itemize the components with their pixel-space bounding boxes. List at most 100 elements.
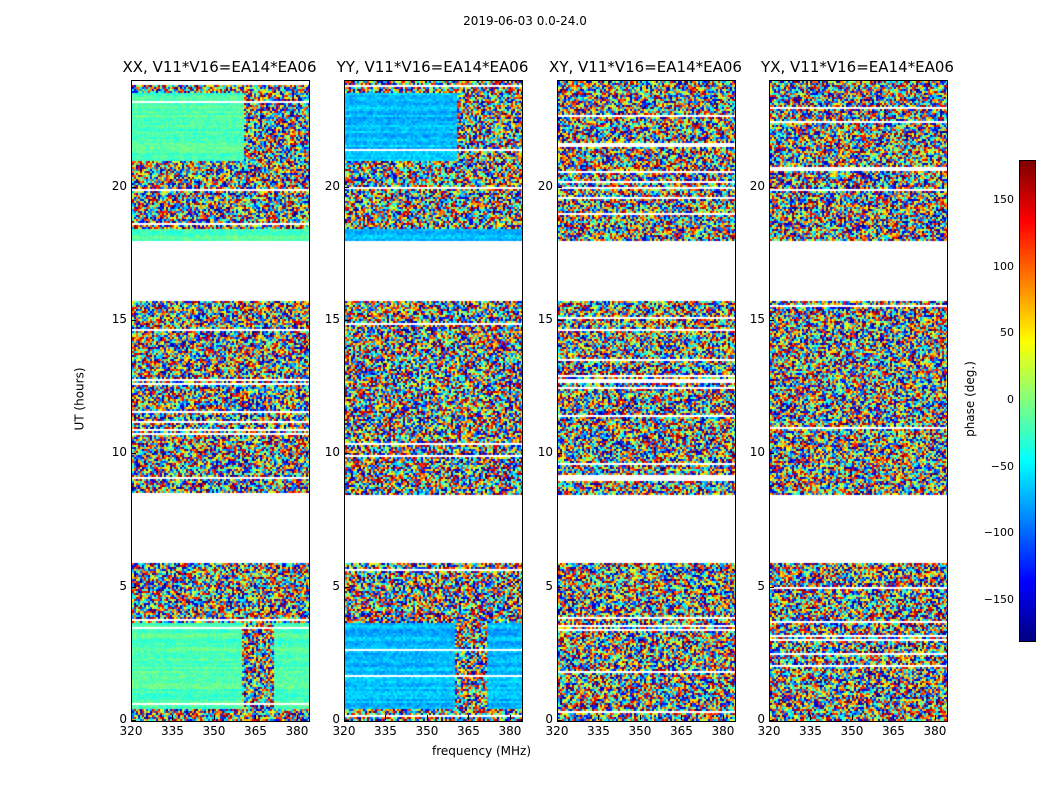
- x-tick-mark: [255, 715, 257, 720]
- phase-heatmap-xx: [132, 81, 309, 721]
- colorbar-tick-label: −100: [983, 526, 1014, 540]
- colorbar-canvas: [1020, 161, 1035, 641]
- y-tick-mark: [344, 453, 349, 455]
- x-tick-label: 380: [498, 724, 522, 738]
- y-tick-label: 15: [111, 312, 127, 326]
- y-tick-label: 10: [749, 445, 765, 460]
- x-tick-label: 320: [757, 724, 781, 738]
- y-tick-mark: [344, 720, 349, 721]
- x-tick-mark: [509, 715, 511, 720]
- x-tick-mark: [213, 715, 215, 720]
- panel-title-yy: YY, V11*V16=EA14*EA06: [336, 58, 529, 76]
- y-tick-label: 5: [757, 578, 765, 593]
- y-tick-label: 10: [324, 445, 340, 460]
- x-tick-label: 320: [545, 724, 569, 738]
- colorbar-tick-label: 100: [993, 259, 1014, 273]
- plot-panel-xx: [131, 80, 310, 722]
- x-tick-label: 380: [923, 724, 947, 738]
- y-tick-label: 15: [749, 312, 765, 326]
- phase-heatmap-yx: [770, 81, 947, 721]
- x-tick-label: 365: [670, 724, 693, 738]
- y-tick-mark: [557, 320, 562, 321]
- y-tick-label: 5: [332, 578, 340, 593]
- y-tick-mark: [557, 720, 562, 721]
- y-tick-label: 0: [119, 712, 127, 726]
- x-tick-label: 335: [799, 724, 822, 738]
- x-tick-mark: [722, 715, 724, 720]
- y-tick-label: 10: [111, 445, 127, 460]
- y-tick-mark: [131, 720, 136, 721]
- y-tick-mark: [769, 320, 774, 321]
- y-tick-mark: [131, 586, 136, 588]
- colorbar-tick-label: 50: [1000, 326, 1014, 340]
- y-tick-label: 20: [111, 178, 127, 193]
- x-tick-mark: [172, 715, 174, 720]
- y-tick-mark: [557, 586, 562, 588]
- colorbar-tick-label: 150: [993, 193, 1014, 206]
- x-tick-mark: [131, 715, 132, 720]
- y-tick-label: 5: [545, 578, 553, 593]
- x-tick-label: 320: [332, 724, 356, 738]
- y-tick-mark: [344, 320, 349, 321]
- y-tick-label: 20: [749, 178, 765, 193]
- colorbar-gradient: [1019, 160, 1036, 642]
- y-tick-label: 20: [324, 178, 340, 193]
- x-tick-mark: [468, 715, 470, 720]
- panel-title-yx: YX, V11*V16=EA14*EA06: [761, 58, 954, 76]
- x-tick-label: 380: [285, 724, 309, 738]
- x-tick-mark: [385, 715, 387, 720]
- colorbar-label: phase (deg.): [962, 361, 977, 437]
- y-tick-label: 0: [757, 712, 765, 726]
- x-tick-label: 380: [711, 724, 735, 738]
- y-tick-mark: [769, 720, 774, 721]
- x-tick-mark: [681, 715, 683, 720]
- y-tick-mark: [131, 186, 136, 188]
- phase-heatmap-xy: [558, 81, 735, 721]
- x-tick-label: 365: [244, 724, 267, 738]
- colorbar-tick-label: −150: [983, 593, 1014, 606]
- y-tick-label: 20: [537, 178, 553, 193]
- x-tick-label: 365: [882, 724, 905, 738]
- x-tick-label: 335: [161, 724, 184, 738]
- y-axis-label: UT (hours): [72, 367, 87, 431]
- y-tick-mark: [344, 586, 349, 588]
- plot-panel-yx: [769, 80, 948, 722]
- x-tick-mark: [557, 715, 558, 720]
- panel-title-xx: XX, V11*V16=EA14*EA06: [122, 58, 317, 76]
- x-axis-label: frequency (MHz): [432, 744, 532, 758]
- x-tick-mark: [344, 715, 345, 720]
- y-tick-mark: [131, 320, 136, 321]
- y-tick-mark: [769, 586, 774, 588]
- x-tick-mark: [296, 715, 298, 720]
- x-tick-label: 350: [840, 724, 864, 738]
- x-tick-mark: [851, 715, 853, 720]
- figure-title: 2019-06-03 0.0-24.0: [463, 14, 587, 28]
- x-tick-label: 350: [415, 724, 439, 738]
- x-tick-label: 335: [374, 724, 397, 738]
- y-tick-mark: [131, 453, 136, 455]
- y-tick-label: 15: [324, 312, 340, 326]
- colorbar-tick-label: 0: [1007, 393, 1014, 406]
- y-tick-mark: [557, 453, 562, 455]
- phase-heatmap-yy: [345, 81, 522, 721]
- x-tick-label: 365: [457, 724, 480, 738]
- x-tick-mark: [893, 715, 895, 720]
- x-tick-label: 320: [119, 724, 143, 738]
- y-tick-mark: [769, 453, 774, 455]
- x-tick-mark: [810, 715, 812, 720]
- x-tick-label: 350: [202, 724, 226, 738]
- y-tick-label: 0: [545, 712, 553, 726]
- y-tick-label: 10: [537, 445, 553, 460]
- plot-panel-xy: [557, 80, 736, 722]
- y-tick-label: 15: [537, 312, 553, 326]
- x-tick-mark: [934, 715, 936, 720]
- y-tick-label: 5: [119, 578, 127, 593]
- colorbar-tick-label: −50: [990, 459, 1014, 473]
- x-tick-mark: [426, 715, 428, 720]
- x-tick-mark: [769, 715, 770, 720]
- x-tick-mark: [598, 715, 600, 720]
- panel-title-xy: XY, V11*V16=EA14*EA06: [549, 58, 742, 76]
- y-tick-mark: [344, 186, 349, 188]
- plot-panel-yy: [344, 80, 523, 722]
